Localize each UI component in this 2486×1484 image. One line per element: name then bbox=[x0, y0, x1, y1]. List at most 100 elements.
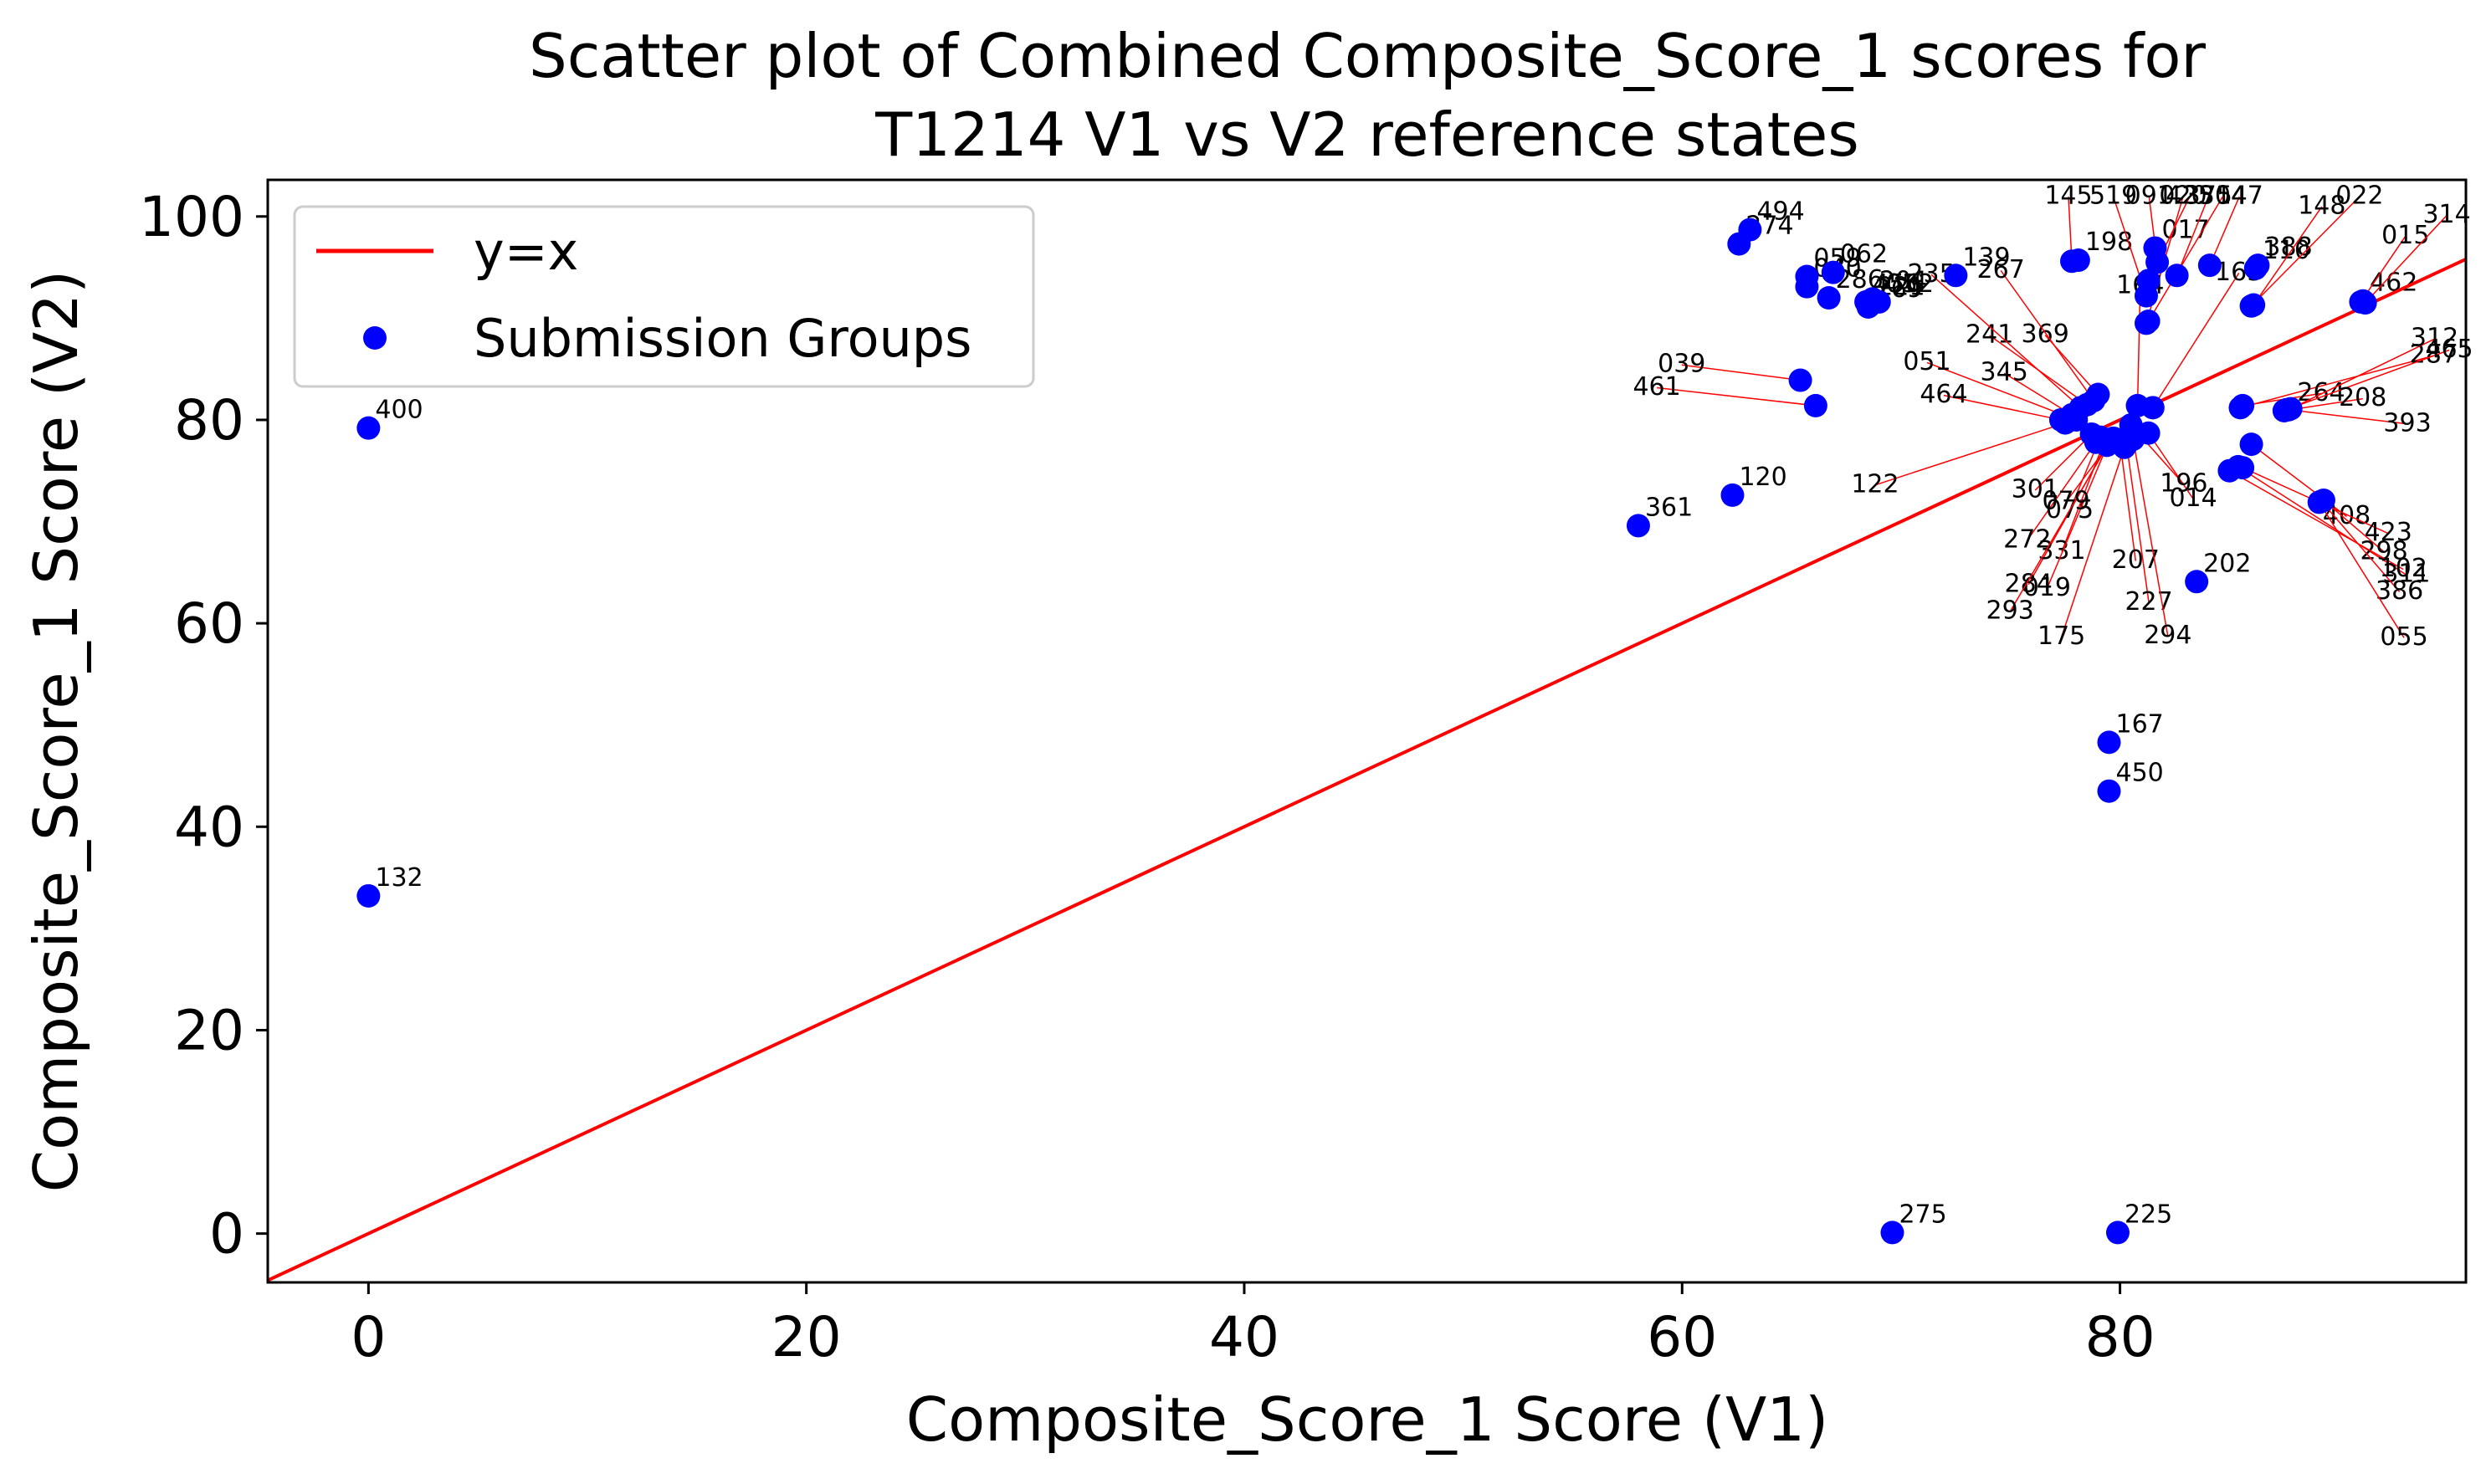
point-annotation-label: 461 bbox=[1633, 372, 1680, 402]
point-annotation-label: 464 bbox=[1920, 380, 1967, 409]
point-annotation-label: 287 bbox=[2410, 340, 2458, 370]
annotation-arrow bbox=[2153, 273, 2240, 407]
point-annotation-label: 196 bbox=[2160, 468, 2207, 498]
point-annotation-label: 052 bbox=[1886, 269, 1934, 299]
point-annotation-label: 019 bbox=[2023, 573, 2071, 602]
annotation-arrow bbox=[2319, 502, 2405, 638]
annotation-arrow bbox=[2321, 501, 2401, 593]
annotation-arrow bbox=[2149, 433, 2194, 499]
y-axis-ticks: 0 20 40 60 80 100 bbox=[139, 185, 268, 1267]
data-point bbox=[1738, 217, 1762, 242]
data-point bbox=[2066, 248, 2090, 273]
data-point bbox=[356, 416, 381, 440]
annotation-arrow bbox=[2366, 214, 2448, 303]
data-point bbox=[2105, 1220, 2130, 1245]
y-tick-label: 0 bbox=[209, 1202, 244, 1267]
point-annotation-label: 225 bbox=[2125, 1200, 2172, 1229]
annotation-arrow bbox=[2027, 443, 2096, 541]
legend: y=x Submission Groups bbox=[293, 205, 1035, 388]
data-point bbox=[1720, 483, 1745, 507]
point-annotation-label: 132 bbox=[375, 863, 423, 893]
annotation-arrow bbox=[2253, 206, 2323, 304]
point-annotation-label: 227 bbox=[2125, 587, 2172, 617]
data-point bbox=[1795, 264, 1819, 289]
point-annotation-label: 369 bbox=[2022, 320, 2069, 349]
data-point bbox=[2217, 458, 2242, 483]
point-annotation-label: 304 bbox=[2199, 182, 2247, 211]
data-point bbox=[2243, 256, 2268, 280]
annotation-arrow bbox=[2034, 434, 2091, 491]
point-annotation-label: 345 bbox=[1981, 357, 2028, 386]
annotation-arrow bbox=[2240, 355, 2434, 407]
data-point bbox=[2097, 779, 2121, 803]
point-annotation-label: 015 bbox=[2381, 221, 2429, 250]
data-point bbox=[1788, 368, 1812, 392]
point-annotation-label: 145 bbox=[2044, 182, 2092, 211]
point-annotation-label: 314 bbox=[2422, 200, 2470, 229]
data-point bbox=[2134, 284, 2158, 308]
legend-box bbox=[293, 205, 1035, 388]
data-point bbox=[1626, 514, 1650, 538]
annotation-arrow bbox=[1681, 364, 1801, 380]
point-annotation-label: 148 bbox=[2298, 192, 2345, 221]
data-point bbox=[1880, 1220, 1904, 1245]
annotation-layer: 4001323611202752251674502022744940400592… bbox=[375, 182, 2473, 1230]
annotation-arrow bbox=[2133, 439, 2169, 637]
point-annotation-label: 312 bbox=[2411, 324, 2458, 353]
y-axis-label: Composite_Score_1 Score (V2) bbox=[21, 270, 91, 1192]
annotation-arrow bbox=[2046, 441, 2109, 589]
point-annotation-label: 275 bbox=[1899, 1200, 1946, 1229]
data-point bbox=[2119, 413, 2143, 438]
x-tick-label: 20 bbox=[771, 1305, 842, 1369]
chart-title-line-2: T1214 V1 vs V2 reference states bbox=[874, 100, 1859, 170]
data-point bbox=[2197, 253, 2222, 278]
point-annotation-label: 294 bbox=[2144, 621, 2191, 650]
annotation-arrow bbox=[1943, 394, 2061, 420]
annotation-arrow bbox=[2286, 349, 2450, 409]
annotation-arrow bbox=[2252, 196, 2360, 306]
annotation-arrow bbox=[2177, 196, 2210, 275]
data-point bbox=[2185, 570, 2209, 594]
annotation-arrow bbox=[2229, 471, 2404, 571]
data-point bbox=[2353, 291, 2377, 315]
annotation-arrow bbox=[2238, 467, 2407, 576]
y-tick-label: 40 bbox=[174, 795, 244, 859]
data-point bbox=[2097, 730, 2121, 755]
data-points-layer bbox=[356, 217, 2377, 1245]
point-annotation-label: 388 bbox=[2264, 233, 2312, 262]
data-point bbox=[1821, 260, 1845, 284]
point-annotation-label: 102 bbox=[2380, 554, 2427, 583]
annotation-arrow bbox=[2120, 443, 2137, 561]
x-tick-label: 80 bbox=[2085, 1305, 2155, 1369]
chart-title-line-1: Scatter plot of Combined Composite_Score… bbox=[529, 21, 2206, 91]
point-annotation-label: 202 bbox=[2203, 549, 2251, 578]
data-point bbox=[2307, 490, 2331, 514]
point-annotation-label: 267 bbox=[1977, 255, 2025, 284]
annotation-arrow bbox=[1926, 361, 2076, 419]
x-axis-ticks: 0 20 40 60 80 bbox=[351, 1282, 2155, 1369]
point-annotation-label: 051 bbox=[1903, 347, 1950, 376]
point-annotation-label: 393 bbox=[2383, 408, 2431, 438]
annotation-arrow bbox=[1657, 386, 1816, 406]
point-annotation-label: 400 bbox=[375, 396, 423, 425]
point-annotation-label: 167 bbox=[2116, 709, 2164, 739]
point-annotation-label: 017 bbox=[2161, 215, 2209, 244]
data-point bbox=[2239, 294, 2263, 318]
x-axis-label: Composite_Score_1 Score (V1) bbox=[906, 1384, 1828, 1455]
data-point bbox=[2231, 393, 2255, 417]
x-tick-label: 40 bbox=[1209, 1305, 1279, 1369]
data-point bbox=[2145, 250, 2170, 274]
point-annotation-label: 301 bbox=[2012, 475, 2059, 504]
point-annotation-label: 139 bbox=[1962, 243, 2010, 272]
reference-line-y-equals-x bbox=[268, 257, 2466, 1282]
data-point bbox=[1817, 286, 1841, 310]
annotation-arrow bbox=[2138, 285, 2140, 406]
point-annotation-label: 386 bbox=[2376, 576, 2423, 606]
point-annotation-label: 375 bbox=[2185, 182, 2232, 211]
annotation-arrow bbox=[1930, 274, 2080, 407]
point-annotation-label: 022 bbox=[2335, 182, 2383, 211]
annotation-arrow bbox=[2210, 196, 2240, 265]
point-annotation-label: 298 bbox=[2360, 536, 2407, 565]
legend-marker-swatch bbox=[363, 326, 387, 350]
